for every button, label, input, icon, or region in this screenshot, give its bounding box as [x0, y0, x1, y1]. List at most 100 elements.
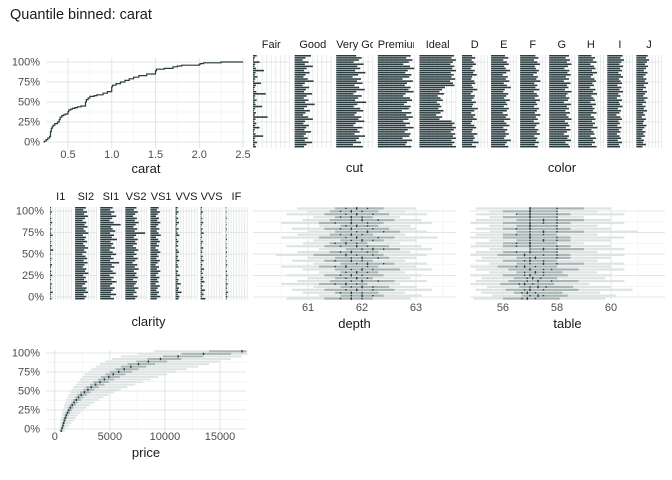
x-tick-labels: 61 62 63 — [302, 302, 422, 314]
facet-label: H — [586, 39, 595, 51]
facet-label: I — [618, 39, 622, 51]
facet-label: J — [646, 39, 652, 51]
ecdf-line — [43, 61, 243, 143]
panel-table-intervals: 56 58 60 table — [458, 195, 672, 335]
svg-text:0: 0 — [52, 431, 58, 443]
facet-label: I1 — [56, 191, 66, 203]
panel-price-intervals: 100% 75% 50% 25% 0% 0 5000 10000 15000 price — [8, 345, 248, 477]
x-tick-labels: 56 58 60 — [497, 302, 617, 314]
quantile-interval-rows — [470, 207, 638, 300]
facet-label: F — [529, 39, 537, 51]
svg-text:10000: 10000 — [150, 431, 181, 443]
svg-text:2.0: 2.0 — [192, 149, 207, 161]
facet-label: Premium — [377, 39, 415, 51]
bars-vs2 — [125, 207, 146, 300]
bars-vvs1 — [200, 207, 206, 300]
color-plot — [462, 55, 663, 148]
svg-text:25%: 25% — [18, 405, 40, 417]
facet-label: VS1 — [150, 191, 172, 203]
svg-text:61: 61 — [302, 302, 314, 314]
x-axis-title-carat: carat — [131, 161, 161, 176]
bars-fair — [253, 55, 268, 148]
bars-vvs2 — [175, 207, 182, 300]
facet-label: VVS1 — [200, 191, 223, 203]
bars-e — [491, 55, 511, 148]
bars-i1 — [50, 207, 54, 300]
y-tick-labels: 100% 75% 50% 25% 0% — [12, 57, 40, 149]
bars-ideal — [419, 55, 456, 148]
facet-label: Ideal — [425, 39, 450, 51]
x-tick-labels: 0.5 1.0 1.5 2.0 2.5 — [60, 149, 250, 161]
svg-text:100%: 100% — [16, 206, 44, 218]
strip-gridlines — [50, 207, 72, 300]
svg-text:56: 56 — [497, 302, 509, 314]
clarity-plot: 100% 75% 50% 25% 0% — [16, 206, 248, 304]
x-tick-labels: 0 5000 10000 15000 — [52, 431, 236, 443]
bars-h — [578, 55, 598, 148]
svg-text:62: 62 — [356, 302, 368, 314]
bars-d — [462, 55, 479, 148]
svg-text:63: 63 — [410, 302, 422, 314]
svg-text:100%: 100% — [12, 348, 40, 360]
x-axis-title-price: price — [131, 445, 161, 460]
bars-if — [225, 207, 228, 300]
bars-f — [520, 55, 541, 148]
x-axis-title-clarity: clarity — [131, 314, 166, 329]
svg-text:0%: 0% — [24, 137, 40, 149]
svg-text:100%: 100% — [12, 57, 40, 69]
svg-text:0%: 0% — [24, 424, 40, 436]
svg-text:75%: 75% — [22, 227, 44, 239]
svg-text:1.0: 1.0 — [104, 149, 119, 161]
price-plot: 100% 75% 50% 25% 0% 0 5000 10000 15000 — [12, 348, 248, 443]
svg-text:5000: 5000 — [98, 431, 122, 443]
quantile-interval-rows — [59, 350, 248, 432]
depth-plot: 61 62 63 — [253, 207, 456, 314]
svg-text:25%: 25% — [18, 117, 40, 129]
svg-text:15000: 15000 — [205, 431, 236, 443]
bars-si1 — [100, 207, 121, 300]
bars-premium — [377, 55, 415, 148]
svg-text:2.5: 2.5 — [235, 149, 250, 161]
bars-i — [607, 55, 625, 148]
figure-title: Quantile binned: carat — [10, 7, 152, 23]
svg-text:75%: 75% — [18, 77, 40, 89]
svg-text:50%: 50% — [18, 97, 40, 109]
facet-label: G — [557, 39, 567, 51]
svg-text:1.5: 1.5 — [148, 149, 163, 161]
strip-gridlines — [225, 207, 248, 300]
panel-color-strips: color D E F G H I J — [458, 38, 670, 180]
panel-carat-ecdf: 100% 75% 50% 25% 0% 0.5 1.0 1.5 2.0 2.5 carat — [8, 55, 251, 185]
table-plot: 56 58 60 — [470, 207, 665, 314]
panel-clarity-strips: 100% 75% 50% 25% 0% clarity I1 SI2 SI1 VS2 VS1 VVS… — [8, 190, 248, 338]
x-axis-title-depth: depth — [338, 316, 371, 331]
y-tick-labels: 100% 75% 50% 25% 0% — [12, 348, 40, 436]
svg-text:75%: 75% — [18, 367, 40, 379]
facet-label: E — [500, 39, 508, 51]
facet-label: IF — [231, 191, 242, 203]
bars-g — [549, 55, 572, 148]
svg-text:0.5: 0.5 — [60, 149, 75, 161]
facet-label: Fair — [261, 39, 281, 51]
bars-very-good — [336, 55, 367, 148]
cut-plot — [253, 55, 457, 148]
svg-text:58: 58 — [551, 302, 563, 314]
bars-good — [294, 55, 315, 148]
x-axis-title-table: table — [553, 316, 582, 331]
svg-text:60: 60 — [605, 302, 617, 314]
facet-label: SI1 — [102, 191, 120, 203]
facet-label: SI2 — [77, 191, 95, 203]
svg-text:25%: 25% — [22, 270, 44, 282]
svg-text:50%: 50% — [22, 249, 44, 261]
facet-label: Good — [299, 39, 327, 51]
panel-depth-intervals: 61 62 63 depth — [248, 195, 460, 335]
bars-j — [636, 55, 649, 148]
y-tick-labels: 100% 75% 50% 25% 0% — [16, 206, 44, 304]
bars-vs1 — [150, 207, 161, 300]
quantile-interval-rows — [275, 207, 438, 300]
facet-label: Very Good — [336, 39, 373, 51]
strip-gridlines — [175, 207, 198, 300]
facet-label: VVS2 — [175, 191, 198, 203]
facet-label: VS2 — [125, 191, 147, 203]
strip-gridlines — [253, 55, 290, 148]
